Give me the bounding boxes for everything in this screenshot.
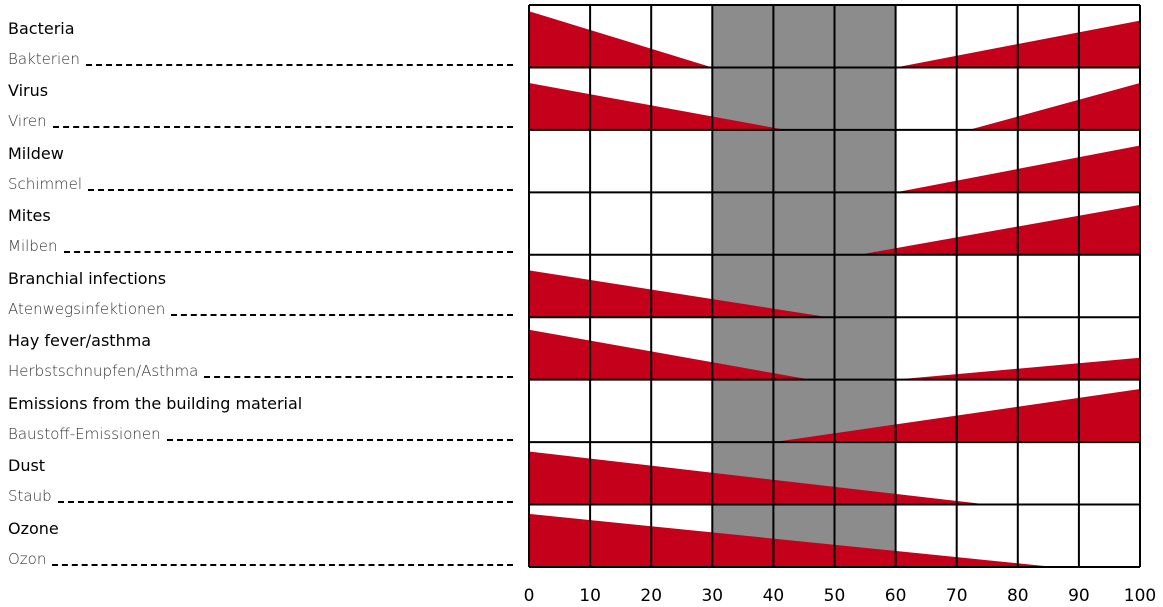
x-tick-label: 10 — [579, 586, 601, 606]
row-label-german: Bakterien — [8, 50, 513, 68]
dashed-leader-line — [85, 64, 513, 66]
row-label-english: Ozone — [8, 518, 59, 538]
row-label-german: Atenwegsinfektionen — [8, 300, 513, 318]
x-tick-label: 60 — [885, 586, 907, 606]
row-label-german-text: Schimmel — [8, 174, 83, 193]
row-label-english: Mildew — [8, 143, 64, 163]
row-label-german: Herbstschnupfen/Asthma — [8, 362, 513, 380]
risk-wedge-low-humidity — [529, 83, 786, 130]
row-label-german-text: Bakterien — [8, 50, 80, 68]
row-label-english: Branchial infections — [8, 268, 167, 288]
row-labels: Bacteria Bakterien Virus Viren Mildew Schimme… — [0, 0, 520, 607]
row-label-german-text: Herbstschnupfen/Asthma — [8, 362, 199, 381]
risk-wedge-high-humidity — [773, 389, 1140, 443]
x-tick-label: 80 — [1007, 586, 1029, 606]
risk-wedge-low-humidity — [529, 329, 811, 380]
row-label-german-text: Ozon — [8, 549, 47, 568]
dashed-leader-line — [57, 501, 513, 504]
x-tick-label: 100 — [1124, 586, 1156, 606]
row-label-german: Staub — [8, 487, 513, 505]
risk-wedge-high-humidity — [968, 83, 1140, 130]
dashed-leader-line — [88, 188, 513, 191]
row-label-english: Emissions from the building material — [8, 393, 303, 413]
row-label-english: Mites — [8, 206, 51, 226]
row-label-german: Viren — [8, 112, 513, 130]
optimal-range-band — [712, 5, 896, 567]
row-label-english: Virus — [8, 81, 49, 101]
row-label-english: Bacteria — [8, 19, 75, 38]
risk-wedge-low-humidity — [529, 270, 829, 318]
x-tick-label: 70 — [946, 586, 968, 606]
row-label-german-text: Baustoff-Emissionen — [8, 424, 161, 443]
x-tick-label: 50 — [824, 586, 846, 606]
risk-wedge-low-humidity — [529, 11, 713, 68]
row-label-german-text: Viren — [8, 112, 47, 131]
x-tick-label: 20 — [640, 586, 662, 606]
row-label-german: Schimmel — [8, 175, 513, 193]
dashed-leader-line — [166, 438, 513, 441]
x-tick-label: 40 — [763, 586, 785, 606]
x-tick-label: 90 — [1068, 586, 1090, 606]
row-label-english: Dust — [8, 456, 46, 476]
dashed-leader-line — [63, 251, 513, 254]
row-label-english: Hay fever/asthma — [8, 331, 152, 351]
x-tick-label: 30 — [701, 586, 723, 606]
dashed-leader-line — [204, 376, 513, 379]
row-label-german-text: Milben — [8, 237, 58, 256]
row-label-german-text: Atenwegsinfektionen — [8, 299, 166, 318]
dashed-leader-line — [171, 313, 513, 316]
dashed-leader-line — [52, 126, 513, 129]
risk-wedge-low-humidity — [529, 451, 988, 505]
row-label-german-text: Staub — [8, 487, 52, 506]
row-label-german: Baustoff-Emissionen — [8, 425, 513, 443]
dashed-leader-line — [52, 563, 513, 566]
risk-wedge-high-humidity — [858, 204, 1140, 255]
x-tick-label: 0 — [524, 586, 535, 606]
row-label-german: Ozon — [8, 550, 513, 568]
risk-wedge-low-humidity — [529, 513, 1055, 567]
row-label-german: Milben — [8, 237, 513, 255]
